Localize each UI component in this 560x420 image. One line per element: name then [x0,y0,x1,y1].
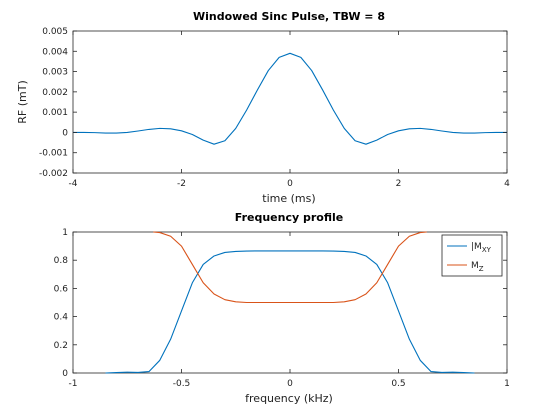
y-tick-label: 0.4 [54,313,69,323]
y-tick-label: 0.002 [42,88,68,98]
rf-plot-ylabel: RF (mT) [16,80,29,123]
x-tick-label: 1 [504,379,510,389]
y-tick-label: 0.005 [42,27,68,37]
rf-plot-xlabel: time (ms) [262,192,315,205]
legend: |MXY MZ [441,234,503,277]
frequency-profile-plot: Frequency profile -1 -0.5 0 0.5 1 0 0.2 0.4 0.6 0… [54,211,510,405]
legend-label-mxy: |MXY [471,242,492,254]
y-tick-label: 0.004 [42,47,68,57]
x-tick-label: 0.5 [391,379,405,389]
x-tick-label: -2 [177,179,186,189]
series-line-1 [153,231,427,304]
rf-pulse-plot: Windowed Sinc Pulse, TBW = 8 -4 -2 0 2 4 -0.0… [16,10,510,205]
y-tick-label: -0.002 [39,169,68,179]
y-tick-label: 0 [62,369,68,379]
x-tick-label: 0 [287,179,293,189]
rf-plot-ticks: -4 -2 0 2 4 -0.002 -0.001 0 0.001 0.002 0.003 0.004… [39,27,510,189]
axes-box [72,30,508,174]
x-tick-label: -0.5 [173,379,191,389]
x-tick-label: -1 [69,379,78,389]
y-tick-label: -0.001 [39,149,68,159]
y-tick-label: 0.6 [54,284,69,294]
legend-box [441,234,503,277]
series-line-0 [105,250,475,374]
y-tick-label: 0.2 [54,341,68,351]
freq-plot-title: Frequency profile [235,211,343,224]
freq-plot-xlabel: frequency (kHz) [245,392,333,405]
series-line-0 [73,52,507,145]
x-tick-label: -4 [69,179,78,189]
x-tick-label: 2 [396,179,402,189]
y-tick-label: 1 [62,228,68,238]
y-tick-label: 0.001 [42,108,68,118]
rf-plot-area [72,30,508,174]
legend-label-mz: MZ [471,261,484,273]
y-tick-label: 0 [62,128,68,138]
rf-plot-title: Windowed Sinc Pulse, TBW = 8 [193,10,385,23]
y-tick-label: 0.003 [42,68,68,78]
y-tick-label: 0.8 [54,256,69,266]
x-tick-label: 4 [504,179,510,189]
freq-plot-ticks: -1 -0.5 0 0.5 1 0 0.2 0.4 0.6 0.8 1 [54,228,510,389]
x-tick-label: 0 [287,379,293,389]
